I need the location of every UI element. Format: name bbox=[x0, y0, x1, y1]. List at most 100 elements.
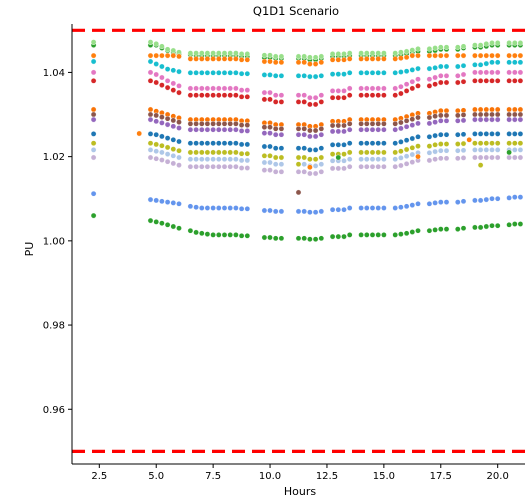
x-tick-label: 20.0 bbox=[487, 471, 509, 482]
data-point bbox=[159, 142, 165, 149]
data-point bbox=[369, 70, 376, 76]
data-point bbox=[346, 70, 353, 76]
data-point bbox=[392, 156, 399, 162]
data-point bbox=[375, 149, 382, 156]
data-point bbox=[153, 141, 159, 148]
data-point bbox=[512, 194, 518, 200]
data-point bbox=[244, 87, 251, 93]
data-point bbox=[136, 130, 142, 137]
data-point bbox=[301, 235, 308, 242]
data-point bbox=[489, 52, 495, 59]
data-point bbox=[437, 107, 444, 114]
data-point bbox=[301, 208, 308, 215]
data-point bbox=[363, 163, 370, 170]
data-point bbox=[426, 46, 433, 52]
data-point bbox=[403, 81, 410, 87]
data-point bbox=[494, 131, 501, 137]
data-point bbox=[261, 72, 268, 78]
data-point bbox=[403, 146, 410, 153]
data-point bbox=[358, 92, 364, 98]
data-point bbox=[375, 70, 382, 76]
data-point bbox=[329, 57, 336, 63]
data-point bbox=[272, 145, 279, 151]
data-point bbox=[329, 165, 336, 172]
data-point bbox=[517, 154, 524, 161]
data-point bbox=[358, 85, 364, 92]
data-point bbox=[517, 194, 524, 200]
data-point bbox=[363, 232, 370, 238]
data-point bbox=[512, 147, 518, 153]
data-point bbox=[398, 125, 404, 132]
data-point bbox=[176, 125, 182, 131]
data-point bbox=[164, 115, 171, 122]
data-point bbox=[187, 227, 194, 234]
data-point bbox=[381, 156, 387, 162]
data-point bbox=[272, 53, 279, 60]
data-point bbox=[164, 46, 171, 53]
data-point bbox=[472, 78, 478, 84]
data-point bbox=[164, 121, 171, 128]
data-point bbox=[506, 195, 512, 201]
data-point bbox=[295, 73, 302, 79]
data-point bbox=[494, 111, 501, 118]
data-point bbox=[272, 208, 279, 215]
data-point bbox=[437, 79, 444, 86]
data-point bbox=[295, 189, 302, 196]
data-point bbox=[153, 197, 159, 204]
data-point bbox=[204, 126, 211, 133]
data-point bbox=[164, 199, 171, 205]
data-point bbox=[187, 156, 194, 162]
x-tick-label: 2.5 bbox=[91, 471, 107, 482]
data-point bbox=[415, 120, 421, 127]
data-point bbox=[307, 133, 313, 140]
data-point bbox=[443, 155, 450, 162]
data-point bbox=[267, 207, 273, 214]
data-point bbox=[204, 50, 211, 56]
data-point bbox=[454, 131, 461, 138]
data-point bbox=[261, 96, 268, 103]
data-point bbox=[244, 165, 251, 171]
data-point bbox=[341, 88, 347, 94]
data-point bbox=[335, 71, 342, 77]
data-point bbox=[363, 121, 370, 127]
data-point bbox=[472, 147, 478, 153]
data-point bbox=[494, 116, 501, 123]
data-point bbox=[472, 140, 478, 146]
data-point bbox=[494, 78, 501, 84]
data-point bbox=[392, 50, 399, 56]
data-point bbox=[164, 66, 171, 72]
data-point bbox=[477, 154, 484, 161]
data-point bbox=[460, 140, 467, 147]
data-point bbox=[432, 200, 438, 206]
data-point bbox=[147, 147, 154, 153]
data-point bbox=[176, 147, 182, 154]
data-point bbox=[187, 70, 194, 76]
data-point bbox=[454, 52, 461, 59]
data-point bbox=[193, 121, 199, 127]
data-point bbox=[517, 111, 524, 118]
data-point bbox=[159, 43, 165, 50]
data-point bbox=[187, 121, 194, 127]
data-point bbox=[426, 120, 433, 127]
data-point bbox=[460, 147, 467, 154]
data-point bbox=[472, 224, 478, 231]
data-point bbox=[159, 74, 165, 81]
data-point bbox=[227, 92, 233, 98]
data-point bbox=[307, 164, 313, 170]
data-point bbox=[301, 154, 308, 161]
data-point bbox=[426, 76, 433, 82]
data-point bbox=[477, 224, 484, 231]
data-point bbox=[403, 203, 410, 210]
data-point bbox=[477, 147, 484, 153]
data-point bbox=[227, 50, 233, 56]
data-point bbox=[494, 222, 501, 229]
data-point bbox=[472, 154, 478, 161]
data-point bbox=[437, 112, 444, 119]
data-point bbox=[415, 65, 421, 72]
data-point bbox=[512, 59, 518, 66]
data-point bbox=[341, 128, 347, 135]
data-point bbox=[392, 56, 399, 62]
data-point bbox=[415, 114, 421, 121]
data-point bbox=[432, 52, 438, 59]
data-point bbox=[426, 227, 433, 234]
